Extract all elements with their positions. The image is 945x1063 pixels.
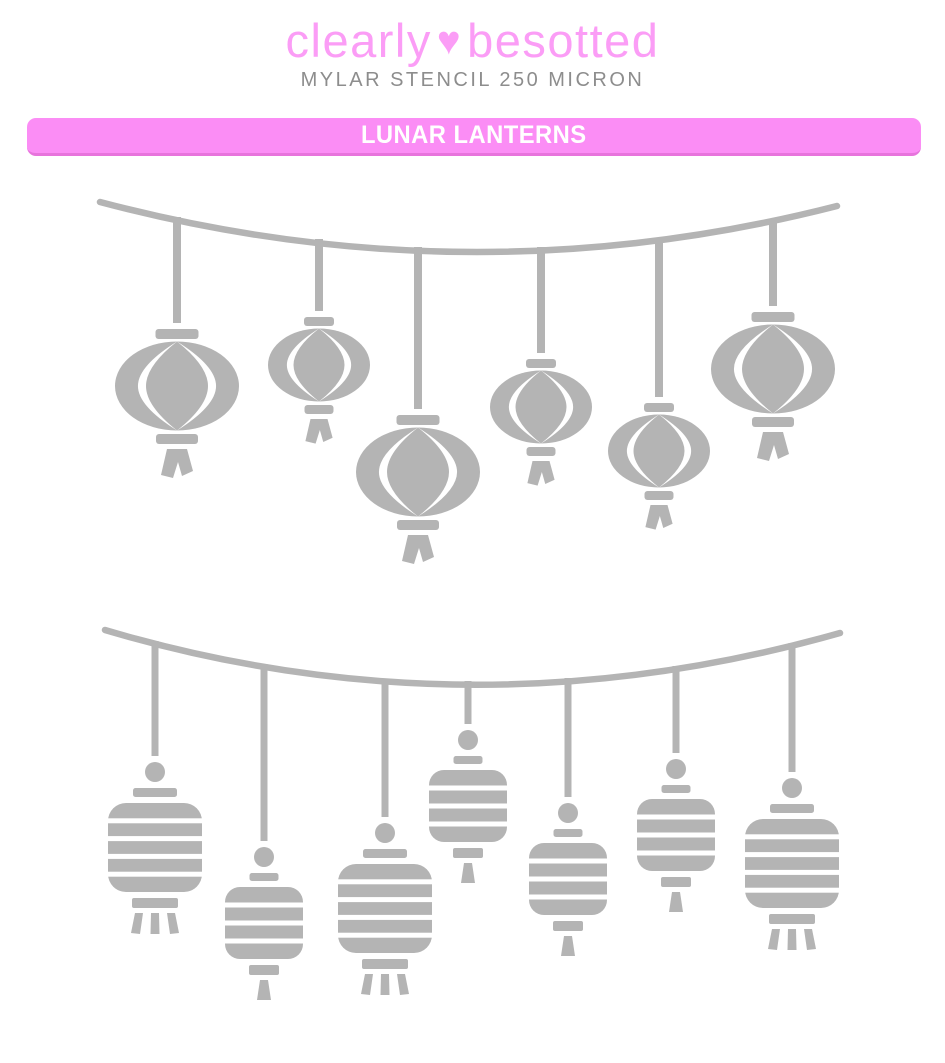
lantern-striped-large: [745, 643, 839, 950]
garland-string: [101, 626, 844, 688]
lantern-rod: [315, 239, 323, 311]
lantern-round-small: [490, 247, 592, 486]
lantern-rod: [769, 222, 777, 306]
lantern-rod: [151, 641, 159, 756]
lantern-rod: [672, 666, 680, 753]
brand-word-besotted: besotted: [467, 14, 660, 67]
lantern-round-large: [711, 222, 835, 461]
brand-logo: clearly ♥ besotted: [0, 16, 945, 65]
product-subtitle: MYLAR STENCIL 250 MICRON: [300, 69, 645, 92]
lantern-striped-small: [637, 666, 715, 912]
lantern-rod: [464, 681, 472, 724]
lantern-striped-large: [108, 641, 202, 934]
heart-icon: ♥: [436, 19, 463, 63]
lantern-rod: [655, 239, 663, 397]
lantern-round-large: [115, 217, 239, 478]
design-title: LUNAR LANTERNS: [361, 121, 587, 149]
lantern-round-small: [608, 239, 710, 530]
round-paper-lantern-garland: [96, 198, 841, 564]
lantern-rod: [173, 217, 181, 323]
lantern-rod: [414, 247, 422, 409]
lantern-round-large: [356, 247, 480, 564]
header: clearly ♥ besotted MYLAR STENCIL 250 MICRO…: [0, 16, 945, 92]
lantern-striped-small: [529, 678, 607, 956]
garland-string: [96, 198, 841, 256]
lantern-round-small: [268, 239, 370, 444]
lantern-striped-small: [225, 664, 303, 1000]
lantern-rod: [788, 643, 796, 772]
lantern-rod: [537, 247, 545, 353]
title-banner: LUNAR LANTERNS: [27, 118, 921, 156]
brand-word-clearly: clearly: [285, 14, 432, 67]
lantern-rod: [564, 678, 572, 797]
lantern-rod: [381, 679, 389, 817]
lantern-rod: [260, 664, 268, 841]
striped-cylinder-lantern-garland: [101, 626, 844, 1000]
lantern-striped-small: [429, 681, 507, 883]
lantern-striped-large: [338, 679, 432, 995]
